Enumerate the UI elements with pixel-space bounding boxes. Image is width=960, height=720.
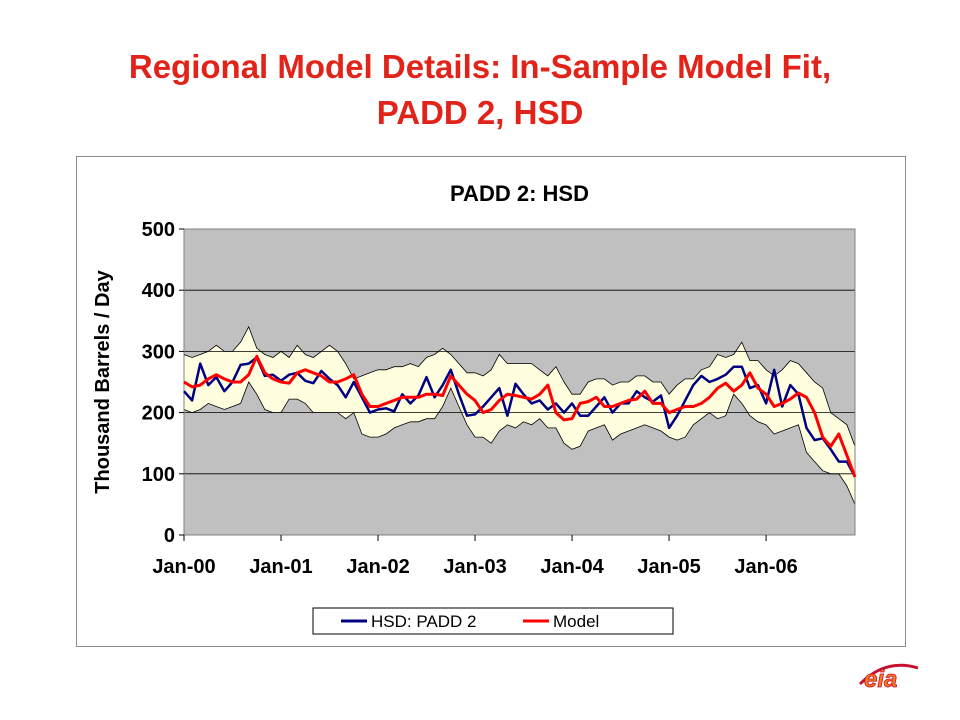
y-tick-label-300: 300	[142, 341, 175, 363]
x-tick-label-5: Jan-05	[637, 556, 700, 578]
y-tick-label-500: 500	[142, 219, 175, 241]
x-tick-label-4: Jan-04	[540, 556, 604, 578]
slide-title-line-2: PADD 2, HSD	[376, 94, 584, 131]
slide-title-line-1: Regional Model Details: In-Sample Model …	[128, 48, 832, 85]
x-tick-label-3: Jan-03	[443, 556, 506, 578]
logo-swoosh	[858, 663, 919, 686]
y-tick-label-100: 100	[142, 464, 175, 486]
y-tick-label-400: 400	[142, 280, 175, 302]
legend-label-actual: HSD: PADD 2	[371, 612, 477, 631]
chart-frame: PADD 2: HSD 0 100 200 300 400 500 Thousand Barr…	[76, 156, 906, 647]
x-tick-label-6: Jan-06	[734, 556, 797, 578]
logo-text: eia	[864, 666, 897, 693]
x-tick-label-1: Jan-01	[249, 556, 312, 578]
series-line-model	[183, 354, 857, 478]
y-axis-title: Thousand Barrels / Day	[92, 269, 114, 493]
legend-box	[312, 607, 674, 635]
x-tick-label-0: Jan-00	[152, 556, 215, 578]
chart-title: PADD 2: HSD	[450, 181, 589, 206]
chart-svg: PADD 2: HSD 0 100 200 300 400 500 Thousand Barr…	[92, 181, 857, 635]
y-tick-label-200: 200	[142, 403, 175, 425]
slide-title: Regional Model Details: In-Sample Model …	[40, 44, 920, 136]
y-tick-label-0: 0	[164, 525, 175, 547]
eia-logo: eia	[858, 663, 919, 693]
legend-label-model: Model	[553, 612, 599, 631]
x-tick-label-2: Jan-02	[346, 556, 409, 578]
